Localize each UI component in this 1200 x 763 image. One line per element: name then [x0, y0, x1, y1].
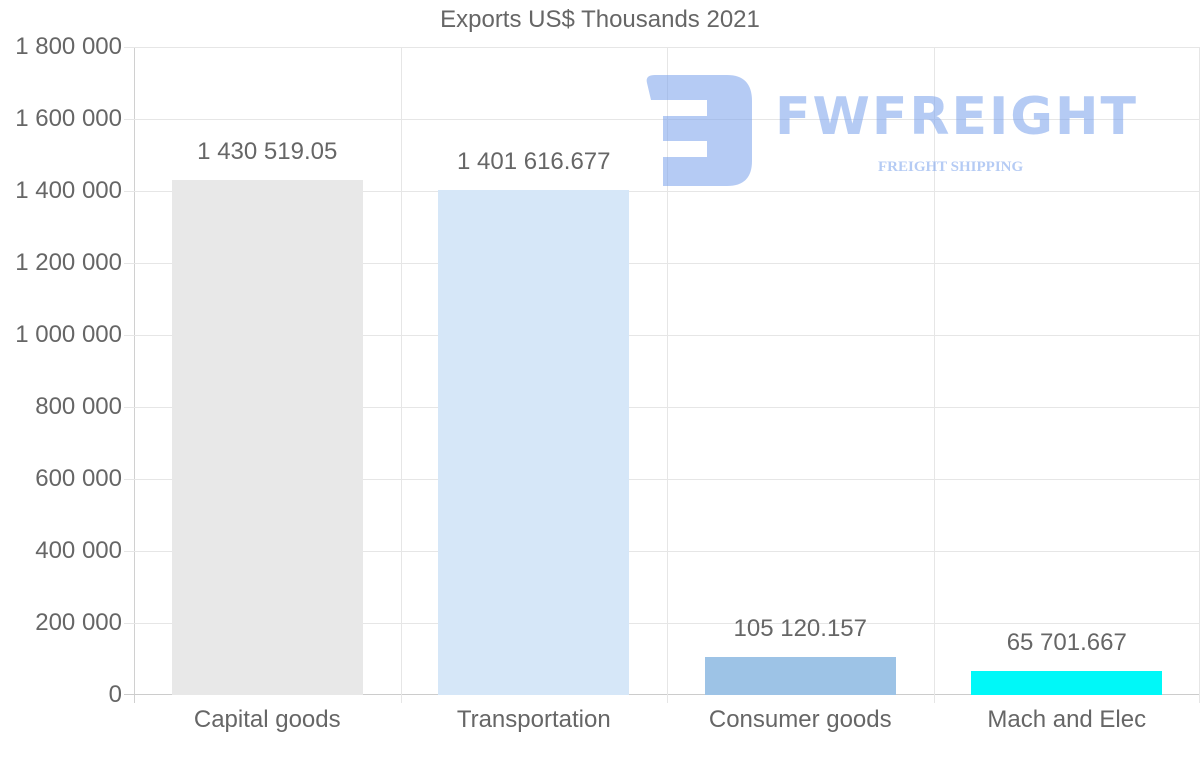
bar-consumer-goods[interactable]: [704, 657, 896, 695]
y-tick-label: 1 800 000: [15, 33, 122, 60]
x-axis-line: [124, 694, 1200, 695]
x-tick-label: Transportation: [456, 706, 611, 733]
gridline-horizontal: [124, 551, 1200, 552]
bar-transportation[interactable]: [438, 190, 630, 695]
x-tick-label: Consumer goods: [708, 706, 892, 733]
gridline-horizontal: [124, 623, 1200, 624]
y-tick-label: 1 000 000: [15, 321, 122, 348]
gridline-horizontal: [124, 263, 1200, 264]
gridline-vertical: [933, 47, 935, 703]
y-tick-label: 0: [108, 681, 122, 708]
bar-value-label: 1 430 519.05: [197, 138, 338, 165]
bar-mach-and-elec[interactable]: [971, 671, 1163, 695]
gridline-horizontal: [124, 47, 1200, 48]
gridline-vertical: [667, 47, 668, 703]
gridline-horizontal: [124, 191, 1200, 192]
chart-title: Exports US$ Thousands 2021: [440, 6, 760, 33]
y-tick-label: 800 000: [35, 393, 122, 420]
y-axis-line: [134, 47, 135, 703]
plot-area: [124, 47, 1200, 703]
gridline-horizontal: [124, 335, 1200, 336]
bar-capital-goods[interactable]: [171, 180, 363, 695]
y-tick-label: 400 000: [35, 537, 122, 564]
y-tick-label: 1 600 000: [15, 105, 122, 132]
bar-value-label: 65 701.667: [1006, 629, 1127, 657]
x-tick-label: Mach and Elec: [987, 706, 1147, 733]
gridline-horizontal: [124, 407, 1200, 408]
y-tick-label: 1 200 000: [15, 249, 122, 276]
gridline-vertical: [400, 47, 402, 703]
y-tick-label: 200 000: [35, 609, 122, 636]
y-tick-label: 600 000: [35, 465, 122, 492]
x-tick-label: Capital goods: [193, 706, 341, 733]
gridline-horizontal: [124, 479, 1200, 480]
y-tick-label: 1 400 000: [15, 177, 122, 204]
gridline-horizontal: [124, 119, 1200, 120]
bar-value-label: 105 120.157: [733, 615, 867, 643]
bar-value-label: 1 401 616.677: [457, 148, 611, 176]
